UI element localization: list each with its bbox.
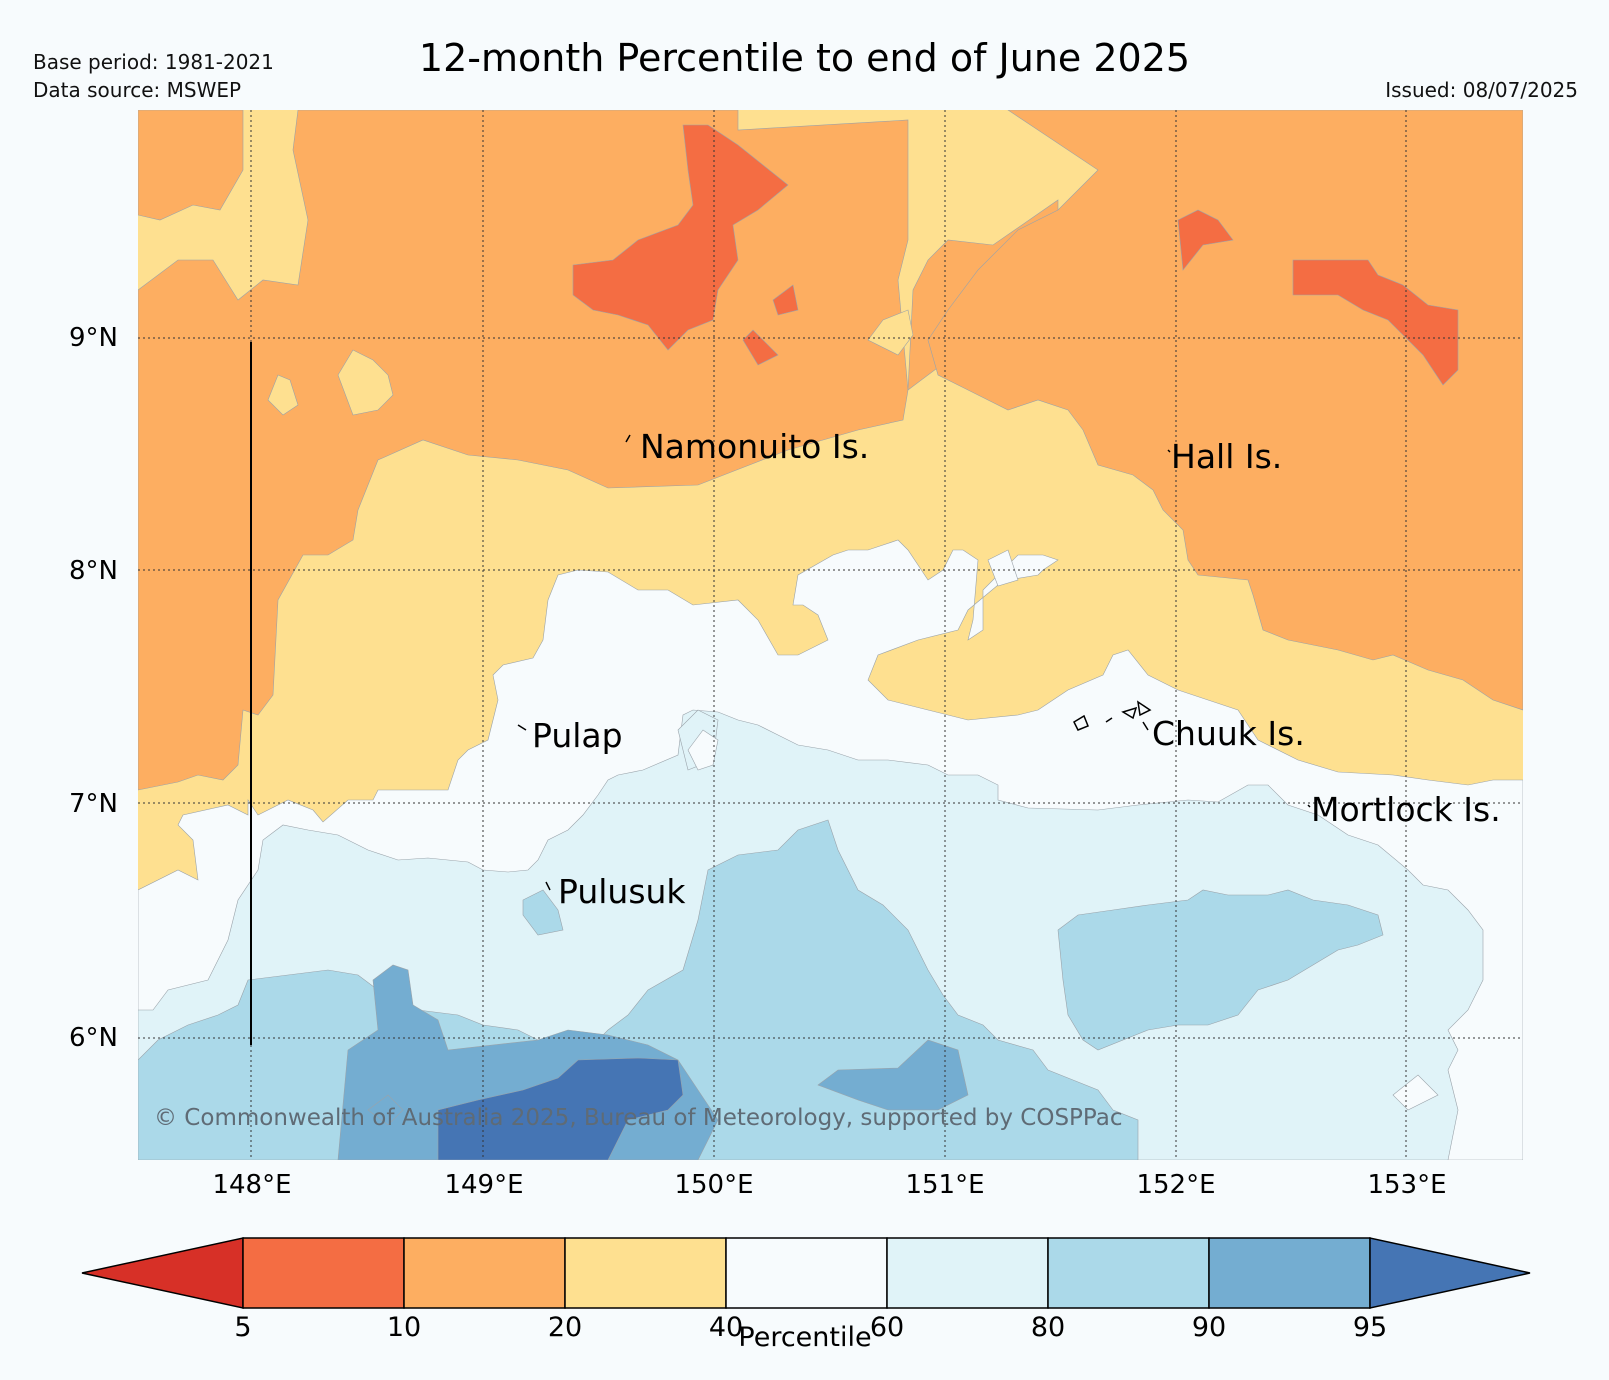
map-title: 12-month Percentile to end of June 2025 <box>418 36 1191 80</box>
colorbar-tick-label: 20 <box>547 1312 583 1343</box>
colorbar-tick-label: 80 <box>1030 1312 1066 1343</box>
colorbar-segment <box>725 1237 888 1309</box>
region-90-95-patch-1 <box>817 1039 969 1111</box>
region-40-60-hole-1 <box>687 729 719 771</box>
lon-label-153e: 153°E <box>1367 1170 1447 1200</box>
region-20-40-patch-3 <box>867 309 914 356</box>
region-95-plus <box>437 1057 684 1160</box>
label-hall: Hall Is. <box>1171 437 1282 476</box>
colorbar-extend-low <box>81 1237 244 1309</box>
colorbar-segment <box>1047 1237 1210 1309</box>
region-5-10-patch-1 <box>772 284 799 316</box>
region-80-90-east <box>1057 889 1384 1051</box>
percentile-map: Namonuito Is. Hall Is. Pulap Chuuk Is. M… <box>138 110 1523 1160</box>
region-5-10-east <box>1292 259 1459 386</box>
colorbar-segment <box>242 1237 405 1309</box>
label-namonuito: Namonuito Is. <box>640 427 869 466</box>
colorbar-tick-label: 5 <box>234 1312 252 1343</box>
label-pulap: Pulap <box>532 716 623 755</box>
lon-label-148e: 148°E <box>212 1170 292 1200</box>
island-outlines <box>517 434 1311 891</box>
colorbar-segments <box>81 1237 1531 1309</box>
region-80-90-patch-1 <box>522 889 564 936</box>
lon-label-152e: 152°E <box>1136 1170 1216 1200</box>
lat-label-9n: 9°N <box>69 323 118 353</box>
colorbar-tick-label: 40 <box>708 1312 744 1343</box>
region-20-40-patch-1 <box>267 374 299 416</box>
colorbar-segment <box>1208 1237 1371 1309</box>
lon-label-151e: 151°E <box>905 1170 985 1200</box>
base-period-text: Base period: 1981-2021 <box>33 50 274 74</box>
colorbar-tick-label: 60 <box>869 1312 905 1343</box>
map-area[interactable]: Namonuito Is. Hall Is. Pulap Chuuk Is. M… <box>138 110 1523 1160</box>
lon-label-149e: 149°E <box>444 1170 524 1200</box>
region-10-20-north-west <box>138 110 244 221</box>
colorbar-segment <box>403 1237 566 1309</box>
issued-date-text: Issued: 08/07/2025 <box>1385 78 1578 102</box>
region-40-60-patch-1 <box>987 549 1019 587</box>
colorbar-tick-label: 95 <box>1352 1312 1388 1343</box>
data-source-text: Data source: MSWEP <box>33 78 242 102</box>
lat-label-8n: 8°N <box>69 556 118 586</box>
region-5-10-north-east <box>1177 209 1234 271</box>
label-chuuk: Chuuk Is. <box>1152 714 1305 753</box>
region-10-20-east <box>927 110 1523 711</box>
region-90-95-patch-2 <box>367 1094 404 1126</box>
colorbar-label: Percentile <box>738 1322 872 1353</box>
colorbar-tick-label: 90 <box>1191 1312 1227 1343</box>
label-pulusuk: Pulusuk <box>558 872 686 911</box>
region-5-10-patch-2 <box>742 329 779 366</box>
region-40-60-hole-2 <box>1392 1074 1439 1111</box>
region-5-10-north-center <box>572 124 789 351</box>
colorbar-tick-label: 10 <box>386 1312 422 1343</box>
colorbar-extend-high <box>1369 1237 1531 1309</box>
lon-label-150e: 150°E <box>674 1170 754 1200</box>
lat-label-6n: 6°N <box>69 1023 118 1053</box>
colorbar <box>81 1237 1531 1309</box>
region-20-40-patch-2 <box>337 349 394 416</box>
colorbar-segment <box>886 1237 1049 1309</box>
copyright-text: © Commonwealth of Australia 2025, Bureau… <box>154 1105 1123 1131</box>
lat-label-7n: 7°N <box>69 789 118 819</box>
colorbar-segment <box>564 1237 727 1309</box>
label-mortlock: Mortlock Is. <box>1311 790 1501 829</box>
